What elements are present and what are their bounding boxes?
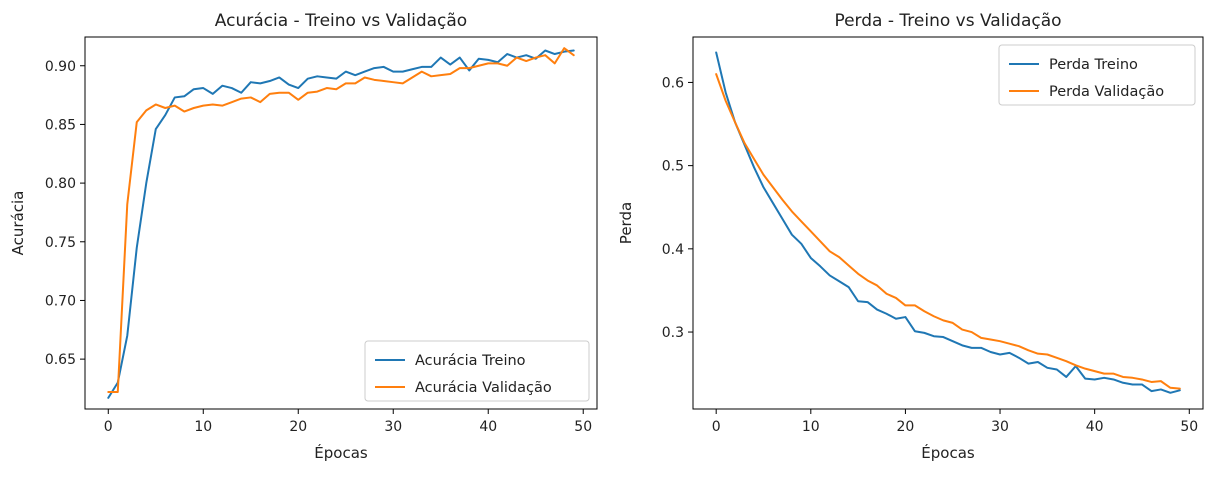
y-tick-label: 0.3 — [662, 325, 684, 341]
legend: Acurácia Treino Acurácia Validação — [364, 340, 590, 402]
y-tick-label: 0.65 — [45, 352, 76, 368]
series-line-2 — [107, 47, 575, 393]
legend-label-2: Acurácia Validação — [415, 380, 552, 396]
chart-panel-1: Acurácia - Treino vs Validação 0 10 20 30 40 5… — [9, 11, 598, 462]
y-tick-label: 0.70 — [45, 293, 76, 309]
y-tick-label: 0.85 — [45, 117, 76, 133]
x-tick-label: 10 — [802, 419, 820, 435]
x-tick-label: 30 — [384, 419, 402, 435]
x-tick-label: 30 — [991, 419, 1009, 435]
x-tick-label: 40 — [479, 419, 497, 435]
y-tick-label: 0.80 — [45, 176, 76, 192]
legend: Perda Treino Perda Validação — [998, 44, 1196, 106]
x-axis-label: Épocas — [921, 443, 975, 462]
legend-label-1: Acurácia Treino — [415, 353, 526, 369]
x-tick-label: 0 — [712, 419, 721, 435]
x-tick-label: 20 — [289, 419, 307, 435]
y-tick-label: 0.90 — [45, 59, 76, 75]
legend-box — [998, 44, 1196, 106]
series-line-1 — [107, 49, 575, 399]
y-tick-label: 0.5 — [662, 159, 684, 175]
y-tick-label: 0.6 — [662, 75, 684, 91]
y-axis-label: Perda — [617, 202, 635, 244]
y-tick-label: 0.75 — [45, 235, 76, 251]
x-tick-label: 10 — [194, 419, 212, 435]
series-group — [107, 47, 575, 399]
x-tick-label: 50 — [574, 419, 592, 435]
series-line-2 — [715, 73, 1181, 390]
legend-box — [364, 340, 590, 402]
y-axis-label: Acurácia — [9, 191, 27, 256]
x-tick-label: 0 — [104, 419, 113, 435]
axes-frame — [84, 36, 598, 410]
series-line-1 — [715, 51, 1181, 394]
x-tick-label: 40 — [1086, 419, 1104, 435]
x-tick-label: 50 — [1180, 419, 1198, 435]
y-tick-label: 0.4 — [662, 242, 684, 258]
x-axis-label: Épocas — [314, 443, 368, 462]
chart-title: Acurácia - Treino vs Validação — [215, 11, 467, 31]
legend-label-1: Perda Treino — [1049, 57, 1138, 73]
chart-panel-2: Perda - Treino vs Validação 0 10 20 30 40 50 0.… — [617, 11, 1204, 462]
series-group — [715, 51, 1181, 394]
axes-frame — [692, 36, 1204, 410]
chart-title: Perda - Treino vs Validação — [834, 11, 1061, 31]
legend-label-2: Perda Validação — [1049, 84, 1164, 100]
x-tick-label: 20 — [897, 419, 915, 435]
